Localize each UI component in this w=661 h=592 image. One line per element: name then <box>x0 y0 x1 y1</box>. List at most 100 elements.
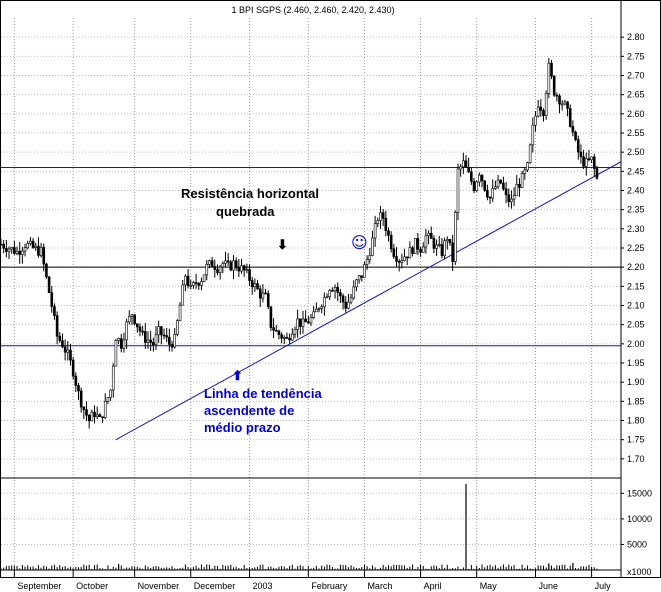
price-bar-body <box>539 106 543 111</box>
price-tick-label: 2.55 <box>627 128 645 138</box>
price-bar-body <box>285 336 289 339</box>
price-bar-body <box>157 326 160 336</box>
month-tick-label: November <box>138 581 180 591</box>
price-tick-label: 2.45 <box>627 166 645 176</box>
price-bar-body <box>184 275 187 286</box>
price-bar-body <box>480 174 484 182</box>
price-bar-body <box>515 184 519 196</box>
price-bar-body <box>360 275 364 278</box>
price-bar-body <box>459 166 462 170</box>
price-bar-body <box>349 297 353 303</box>
price-tick-label: 2.05 <box>627 320 645 330</box>
price-bar-body <box>299 318 302 327</box>
price-bar-body <box>18 250 22 255</box>
price-bar-body <box>42 247 46 265</box>
price-bar-body <box>26 243 30 249</box>
price-bar-body <box>483 180 487 191</box>
price-bar-body <box>61 340 64 348</box>
price-axis-ticks: 2.80 2.75 2.70 2.65 2.60 2.55 2.50 2.45 2.40 2.35… <box>621 32 645 464</box>
price-bar-body <box>368 255 372 260</box>
price-bar-body <box>237 267 241 272</box>
price-bar-body <box>560 103 564 106</box>
price-bar-body <box>202 274 206 282</box>
price-bar-body <box>499 179 503 184</box>
price-bar-body <box>186 275 190 286</box>
price-bar-body <box>408 247 412 259</box>
trend-annotation-line3: médio prazo <box>204 420 281 435</box>
price-bar-body <box>34 245 38 248</box>
price-bar-body <box>467 166 470 173</box>
price-bar-body <box>181 284 185 306</box>
price-bar-body <box>315 308 318 313</box>
price-bar-body <box>248 269 251 281</box>
price-bar-body <box>568 108 572 127</box>
price-bar-body <box>582 156 585 167</box>
smiley-icon: ☺ <box>351 233 368 252</box>
price-bar-body <box>371 237 374 256</box>
price-bar-body <box>472 180 476 192</box>
price-bar-body <box>502 182 505 190</box>
price-bar-body <box>445 239 449 242</box>
price-bar-body <box>504 188 508 196</box>
month-tick-label: February <box>311 581 348 591</box>
price-bar-body <box>146 339 150 343</box>
price-bar-body <box>587 158 591 161</box>
price-bar-body <box>210 260 214 267</box>
price-bar-body <box>176 320 179 335</box>
price-bar-body <box>138 326 142 332</box>
price-bar-body <box>208 260 211 265</box>
price-bar-body <box>29 240 32 244</box>
price-bar-body <box>400 260 404 263</box>
price-bar-body <box>205 264 209 276</box>
price-bar-body <box>162 334 166 337</box>
price-bar-body <box>226 260 230 263</box>
price-bar-body <box>293 329 297 335</box>
price-bar-body <box>520 173 524 188</box>
price-bar-body <box>165 335 168 338</box>
price-bar-body <box>192 282 195 286</box>
price-bar-body <box>365 259 369 265</box>
price-bar-body <box>141 330 144 333</box>
price-bar-body <box>258 288 262 299</box>
price-bar-body <box>341 295 345 303</box>
price-bar-body <box>15 250 19 254</box>
price-bar-body <box>331 290 334 292</box>
price-bar-body <box>274 329 278 332</box>
price-tick-label: 2.50 <box>627 147 645 157</box>
price-bar-body <box>178 304 182 322</box>
price-tick-label: 1.90 <box>627 377 645 387</box>
price-bar-body <box>170 344 174 348</box>
price-bar-body <box>114 340 118 367</box>
price-bar-body <box>79 390 83 408</box>
price-bar-body <box>325 296 329 299</box>
price-bar-body <box>229 261 233 271</box>
price-bar-body <box>288 337 291 341</box>
price-bar-body <box>194 282 198 284</box>
month-tick-label: July <box>595 581 612 591</box>
price-bar-body <box>277 330 281 335</box>
chart-grid <box>1 18 621 570</box>
price-bar-body <box>21 250 24 255</box>
price-bar-body <box>13 247 16 254</box>
price-bar-body <box>496 179 500 187</box>
volume-tick-label: 5000 <box>627 539 647 549</box>
price-bar-body <box>106 397 110 402</box>
price-bar-body <box>558 95 561 105</box>
price-bar-body <box>98 414 102 417</box>
price-bar-body <box>149 339 152 343</box>
price-bar-body <box>245 269 249 271</box>
price-bar-body <box>85 409 88 416</box>
price-bar-body <box>256 283 259 290</box>
chart-title: 1 BPI SGPS (2.460, 2.460, 2.420, 2.430) <box>231 5 394 15</box>
price-bar-body <box>130 314 134 317</box>
price-bar-body <box>494 186 497 189</box>
price-bar-body <box>232 260 235 271</box>
price-tick-label: 1.85 <box>627 396 645 406</box>
price-bar-body <box>566 101 569 109</box>
down-arrow-icon: ⬇ <box>277 237 288 252</box>
chart-border <box>0 0 661 578</box>
price-bar-body <box>528 144 532 163</box>
month-tick-label: March <box>367 581 392 591</box>
price-tick-label: 2.25 <box>627 243 645 253</box>
price-bar-body <box>101 416 104 418</box>
